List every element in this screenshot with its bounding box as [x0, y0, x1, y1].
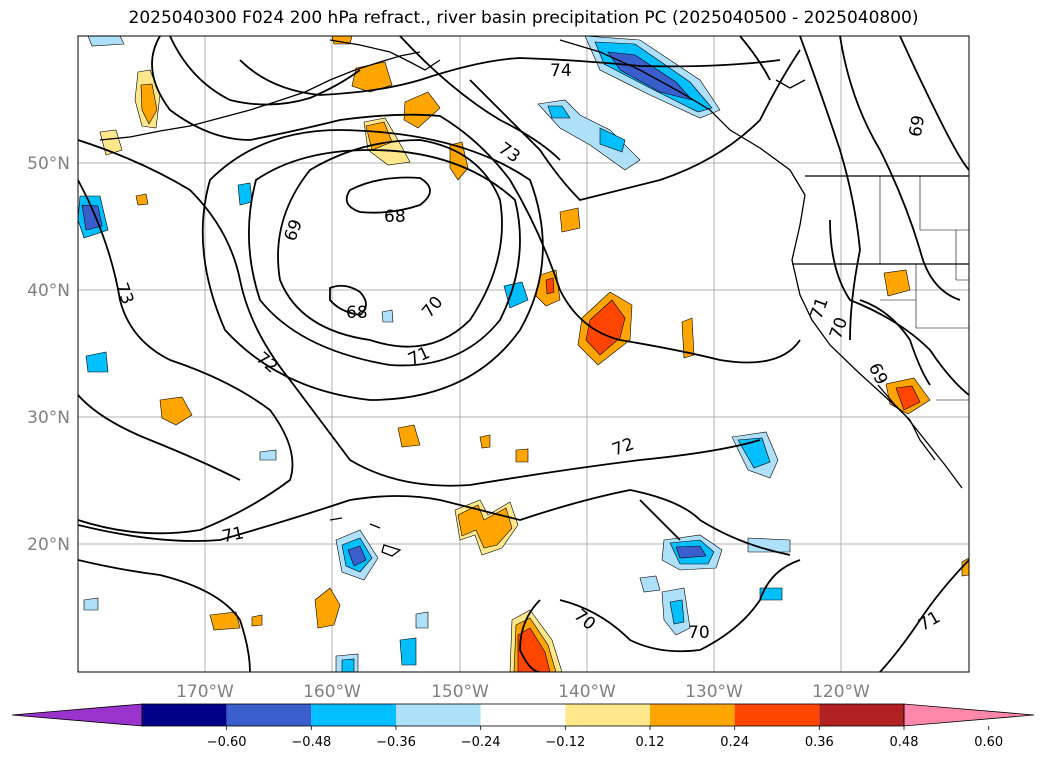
lon-label-150w: 150°W — [431, 682, 489, 702]
lon-label-170w: 170°W — [176, 682, 234, 702]
precip-positive-shading — [99, 36, 969, 672]
lon-label-120w: 120°W — [812, 682, 870, 702]
map-title: 2025040300 F024 200 hPa refract., river … — [128, 8, 919, 28]
colorbar-tick-label: 0.36 — [805, 735, 834, 750]
colorbar-tick-label: −0.36 — [376, 735, 416, 750]
colorbar: −0.60 −0.48 −0.36 −0.24 −0.12 0.12 0.24 0.36 0.4… — [11, 703, 1035, 750]
lon-label-140w: 140°W — [558, 682, 616, 702]
refractivity-contours — [78, 36, 969, 672]
colorbar-swatch — [142, 704, 227, 726]
colorbar-tick-label: −0.24 — [461, 735, 501, 750]
colorbar-swatch — [819, 704, 904, 726]
map-area — [78, 36, 969, 672]
contour-label: 69 — [906, 114, 929, 139]
lon-label-160w: 160°W — [303, 682, 361, 702]
colorbar-swatch — [226, 704, 312, 726]
colorbar-swatch — [650, 704, 735, 726]
colorbar-tick-label: −0.12 — [545, 735, 585, 750]
state-borders — [879, 176, 969, 401]
lat-label-50n: 50°N — [27, 154, 70, 174]
colorbar-tick-label: 0.12 — [636, 735, 665, 750]
colorbar-tick-label: 0.24 — [720, 735, 749, 750]
colorbar-swatch — [480, 704, 566, 726]
colorbar-swatch — [734, 704, 820, 726]
colorbar-extend-high — [903, 703, 1035, 727]
colorbar-tick-label: −0.60 — [207, 735, 247, 750]
map-frame — [77, 35, 970, 673]
colorbar-tick-label: 0.48 — [890, 735, 919, 750]
contour-label: 71 — [220, 523, 245, 547]
contour-label: 68 — [346, 303, 368, 323]
colorbar-outline — [141, 703, 905, 727]
colorbar-swatch — [396, 704, 481, 726]
lat-label-30n: 30°N — [27, 408, 70, 428]
contour-label: 74 — [550, 61, 572, 81]
lat-label-20n: 20°N — [27, 535, 70, 555]
longitude-labels: 170°W 160°W 150°W 140°W 130°W 120°W — [176, 682, 870, 702]
lon-label-130w: 130°W — [685, 682, 743, 702]
colorbar-tick-label: 0.60 — [974, 735, 1003, 750]
colorbar-swatch — [311, 704, 396, 726]
precip-negative-shading — [78, 36, 791, 672]
colorbar-swatch — [565, 704, 650, 726]
colorbar-extend-low — [11, 703, 143, 727]
colorbar-tick-label: −0.48 — [291, 735, 331, 750]
contour-label: 70 — [688, 623, 710, 643]
contour-label: 68 — [384, 207, 406, 227]
lat-label-40n: 40°N — [27, 281, 70, 301]
latitude-labels: 50°N 40°N 30°N 20°N — [27, 154, 70, 555]
coastlines — [99, 39, 969, 557]
